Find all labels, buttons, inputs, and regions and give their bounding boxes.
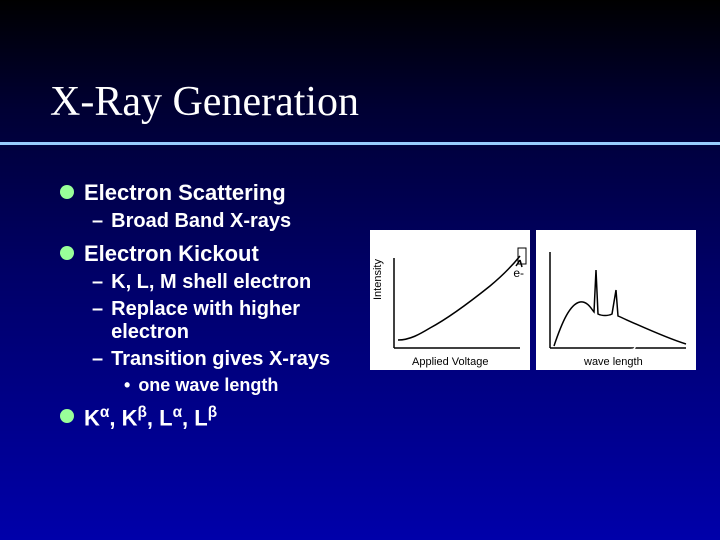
sup-beta: β — [137, 404, 146, 421]
dash-icon: – — [92, 271, 103, 294]
bullet-text: Electron Kickout — [84, 241, 259, 267]
sep: , L — [182, 405, 208, 430]
bullet-text: Replace with higher electron — [111, 298, 360, 344]
bullet-text: one wave length — [138, 375, 278, 396]
bullet-text: Electron Scattering — [84, 180, 286, 206]
sup-alpha: α — [100, 404, 109, 421]
bullet-dot-icon — [60, 246, 74, 260]
k-prefix: K — [84, 405, 100, 430]
chart-svg — [370, 230, 530, 370]
bullet-text: Transition gives X-rays — [111, 348, 330, 371]
sup-alpha: α — [173, 404, 182, 421]
bullet-l1: Electron Scattering — [60, 180, 360, 206]
dash-icon: – — [92, 348, 103, 371]
bullet-text-notation: Kα, Kβ, Lα, Lβ — [84, 404, 217, 431]
bullet-l1: Electron Kickout — [60, 241, 360, 267]
bullet-content: Electron Scattering – Broad Band X-rays … — [60, 180, 360, 435]
bullet-l2: – Broad Band X-rays — [92, 210, 360, 233]
bullet-dot-icon — [60, 185, 74, 199]
bullet-l2: – K, L, M shell electron — [92, 271, 360, 294]
sup-beta: β — [208, 404, 217, 421]
dash-icon: – — [92, 298, 103, 321]
bullet-text: Broad Band X-rays — [111, 210, 291, 233]
bullet-l2: – Replace with higher electron — [92, 298, 360, 344]
intensity-vs-voltage-chart: Intensity Applied Voltage e- — [370, 230, 530, 370]
title-underline — [0, 142, 720, 145]
slide-title: X-Ray Generation — [50, 78, 359, 126]
xrays-label: X-Rays — [590, 330, 649, 351]
electron-label: e- — [513, 266, 524, 280]
bullet-l1: Kα, Kβ, Lα, Lβ — [60, 404, 360, 431]
y-axis-label: Intensity — [372, 259, 384, 300]
bullet-text: K, L, M shell electron — [111, 271, 311, 294]
x-axis-label: wave length — [584, 356, 643, 368]
chart-path — [394, 256, 520, 348]
sep: , K — [109, 405, 137, 430]
bullet-l2: – Transition gives X-rays — [92, 348, 360, 371]
bullet-l3: • one wave length — [124, 375, 360, 396]
bullet-dot-icon — [60, 409, 74, 423]
small-bullet-icon: • — [124, 375, 130, 396]
figure-area: Intensity Applied Voltage e- wave length… — [370, 230, 700, 370]
x-axis-label: Applied Voltage — [412, 356, 488, 368]
dash-icon: – — [92, 210, 103, 233]
sep: , L — [147, 405, 173, 430]
